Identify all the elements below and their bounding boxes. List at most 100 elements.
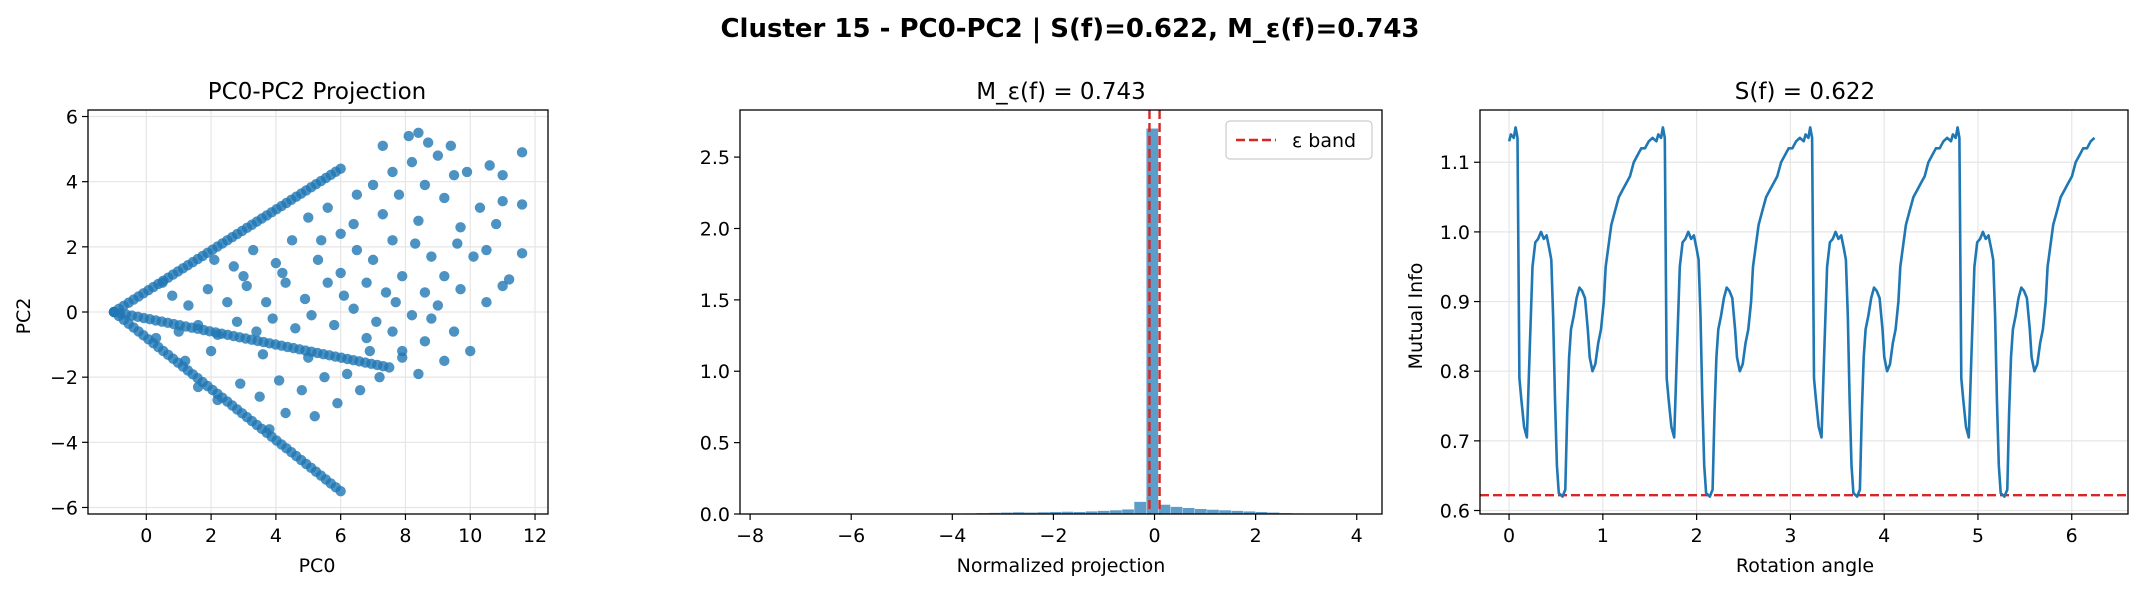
scatter-ytick-label: 0: [66, 302, 78, 324]
line-ylabel: Mutual Info: [1405, 263, 1427, 370]
scatter-point: [516, 248, 528, 259]
scatter-point: [455, 222, 466, 233]
scatter-point: [367, 254, 379, 266]
scatter-point: [290, 323, 301, 334]
scatter-point: [452, 238, 463, 249]
scatter-point: [280, 277, 291, 288]
epsilon-band-lines: [1148, 110, 1161, 514]
scatter-point: [254, 391, 265, 402]
histogram-xtick-label: 2: [1250, 525, 1262, 547]
histogram-bar: [1097, 510, 1110, 514]
scatter-point: [380, 287, 392, 298]
histogram-bar: [1158, 504, 1171, 514]
histogram-ytick-label: 0.0: [700, 504, 730, 526]
line-ytick-label: 0.6: [1440, 501, 1470, 523]
scatter-point: [309, 411, 320, 422]
scatter-point: [296, 384, 308, 396]
line-xtick-label: 1: [1597, 525, 1609, 547]
scatter-edge-point: [335, 485, 346, 497]
scatter-point: [432, 150, 444, 161]
histogram-xtick-label: 4: [1351, 525, 1363, 547]
scatter-point: [397, 352, 408, 363]
scatter-point: [361, 277, 372, 288]
scatter-point: [316, 235, 327, 246]
scatter-xtick-label: 0: [140, 525, 152, 547]
histogram-legend: ε band: [1225, 120, 1373, 160]
line-xlabel: Rotation angle: [1736, 555, 1874, 577]
histogram-ytick-label: 2.5: [700, 147, 730, 169]
scatter-point: [497, 196, 508, 207]
scatter-point: [348, 303, 359, 314]
scatter-point: [183, 300, 194, 311]
scatter-ytick-label: −2: [50, 367, 78, 389]
scatter-point: [222, 297, 233, 308]
line-xtick-label: 3: [1784, 525, 1796, 547]
scatter-point: [303, 212, 314, 223]
scatter-point: [387, 326, 398, 337]
histogram-bar: [1207, 509, 1219, 514]
scatter-point: [432, 300, 444, 311]
histogram-bar: [1012, 512, 1025, 514]
histogram-xtick-label: 0: [1148, 525, 1160, 547]
line-grid: [1480, 110, 2128, 514]
line-panel: S(f) = 0.622 Rotation angle Mutual Info …: [1405, 79, 2129, 577]
scatter-point: [179, 355, 191, 367]
scatter-frame: [87, 109, 549, 515]
line-xtick-label: 0: [1503, 525, 1515, 547]
line-ytick-label: 0.7: [1440, 431, 1470, 453]
histogram-bar: [1243, 511, 1256, 514]
scatter-grid: [88, 110, 548, 514]
scatter-point: [448, 326, 460, 337]
scatter-point: [303, 352, 314, 363]
line-ticks: 0 1 2 3 4 5 6 0.6 0.7 0.8 0.9 1.0 1.1: [1440, 152, 2078, 547]
scatter-point: [390, 297, 401, 308]
scatter-point: [481, 297, 492, 308]
scatter-point: [406, 156, 418, 168]
scatter-point: [426, 313, 437, 324]
histogram-bar: [1073, 512, 1086, 514]
scatter-point: [461, 166, 473, 178]
histogram-bar: [1037, 512, 1049, 514]
scatter-edge-point: [335, 163, 346, 174]
scatter-point: [173, 326, 184, 337]
histogram-bar: [1134, 501, 1147, 514]
scatter-point: [192, 381, 204, 393]
scatter-point: [413, 215, 424, 226]
scatter-point: [267, 313, 278, 324]
scatter-point: [167, 290, 178, 301]
scatter-point: [481, 244, 492, 256]
scatter-point: [419, 179, 431, 191]
scatter-title: PC0-PC2 Projection: [208, 79, 426, 105]
scatter-point: [286, 235, 298, 246]
scatter-xtick-label: 8: [399, 525, 411, 547]
histogram-bar: [1146, 128, 1159, 515]
histogram-bar: [1061, 511, 1074, 514]
scatter-point: [157, 277, 168, 288]
histogram-ytick-label: 1.0: [700, 361, 730, 383]
scatter-point: [393, 189, 405, 200]
histogram-xtick-label: −4: [938, 525, 966, 547]
scatter-point: [445, 140, 457, 152]
scatter-point: [387, 235, 398, 246]
scatter-panel: PC0-PC2 Projection PC0 PC2 0 2 4 6 8 10 12 −6 −4…: [13, 79, 549, 577]
scatter-point: [280, 407, 291, 419]
scatter-ytick-label: 4: [66, 172, 78, 194]
histogram-bar: [1110, 510, 1122, 514]
scatter-point: [406, 310, 418, 321]
scatter-point: [202, 283, 214, 295]
scatter-ytick-label: 2: [66, 237, 78, 259]
scatter-point: [205, 345, 217, 357]
scatter-point: [348, 218, 359, 230]
scatter-point: [516, 147, 528, 158]
histogram-bar: [1122, 509, 1134, 514]
histogram-bar: [1182, 508, 1195, 514]
histogram-ticks: −8 −6 −4 −2 0 2 4 0.0 0.5 1.0 1.5 2.0 2.5: [700, 147, 1363, 547]
legend-label-eps-band: ε band: [1292, 130, 1356, 152]
scatter-ytick-label: −4: [50, 432, 78, 454]
scatter-point: [455, 283, 466, 295]
histogram-bar: [1085, 511, 1098, 514]
scatter-ylabel: PC2: [13, 298, 35, 335]
scatter-point: [277, 267, 288, 279]
scatter-ytick-label: 6: [66, 107, 78, 129]
histogram-bar: [1194, 509, 1207, 514]
